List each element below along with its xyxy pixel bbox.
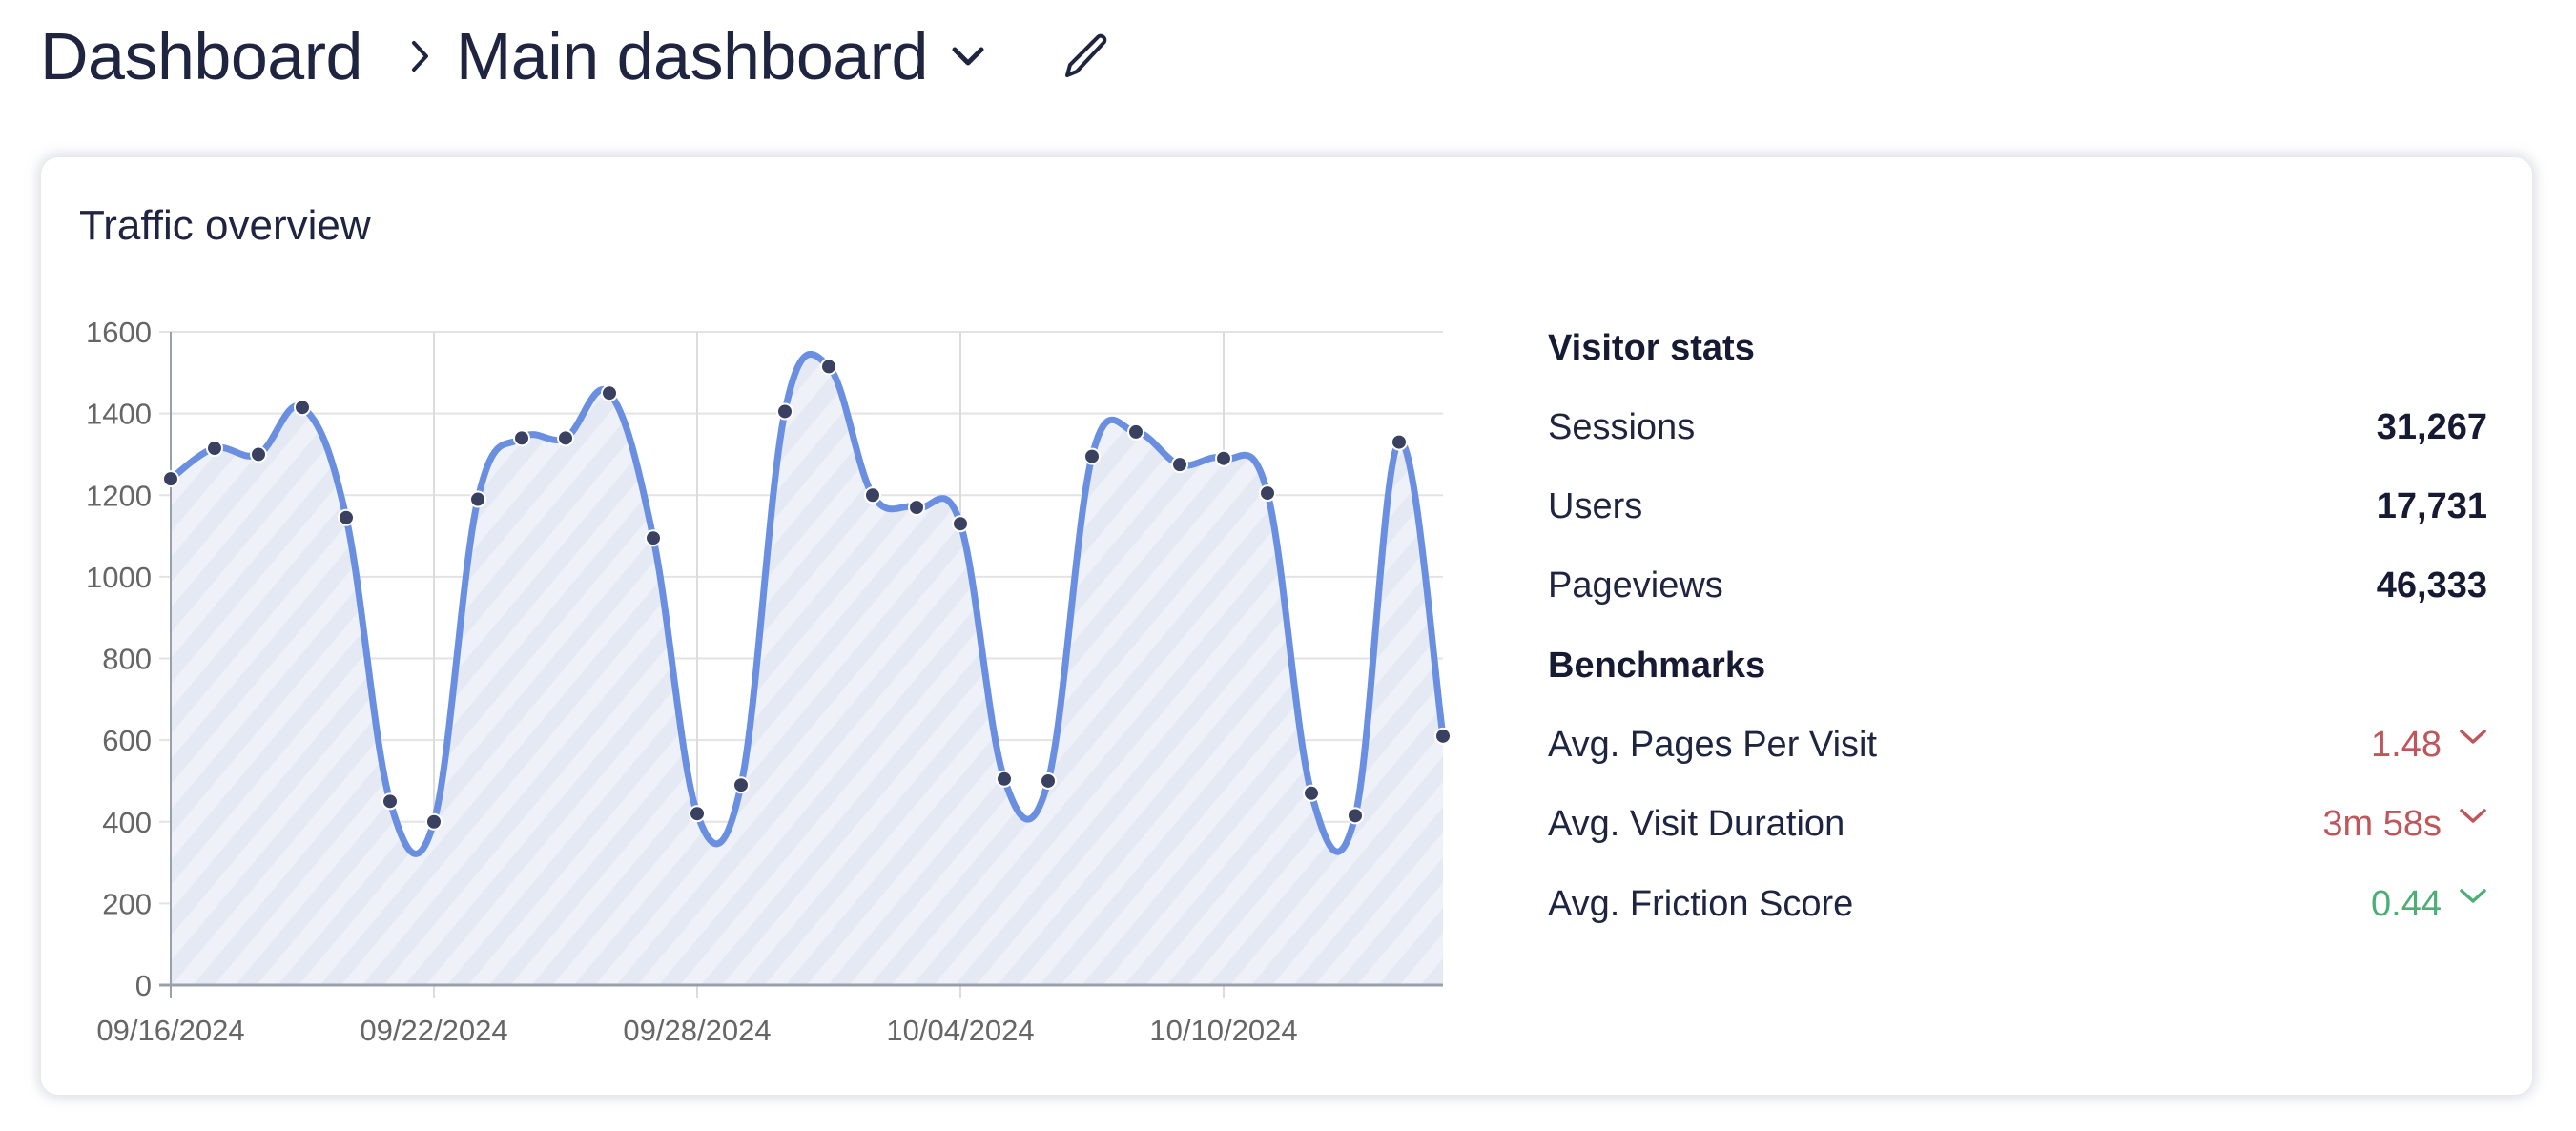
edit-dashboard-button[interactable] [1061,31,1111,81]
svg-text:200: 200 [102,887,152,920]
svg-text:1400: 1400 [86,398,152,431]
svg-text:10/04/2024: 10/04/2024 [886,1014,1034,1047]
benchmark-value-text: 0.44 [2371,883,2442,924]
benchmark-value-text: 3m 58s [2322,803,2442,844]
visitor-stats-heading-row: Visitor stats [1548,319,2487,377]
stat-row-pageviews: Pageviews 46,333 [1548,557,2487,614]
traffic-area-chart: 0 200 400 600 800 1000 1200 1400 1600 09/16/2024 0… [86,316,1452,1047]
card-title: Traffic overview [79,202,371,249]
svg-text:400: 400 [102,806,152,839]
chevron-down-icon [951,45,985,68]
benchmark-row-pages-per-visit: Avg. Pages Per Visit 1.48 [1548,716,2487,773]
benchmark-label: Avg. Friction Score [1548,883,1854,924]
svg-text:10/10/2024: 10/10/2024 [1149,1014,1297,1047]
dashboard-selector[interactable]: Main dashboard [456,18,985,94]
svg-text:0: 0 [135,969,152,1002]
stat-value: 31,267 [2376,406,2487,447]
benchmark-row-visit-duration: Avg. Visit Duration 3m 58s [1548,795,2487,853]
breadcrumb: Dashboard Main dashboard [40,13,1111,99]
stat-value: 46,333 [2376,565,2487,606]
svg-text:09/28/2024: 09/28/2024 [623,1014,771,1047]
benchmarks-heading-row: Benchmarks [1548,637,2487,694]
traffic-overview-card: Traffic overview 0 200 400 600 800 1000 1200 14… [41,157,2532,1095]
benchmark-value-text: 1.48 [2371,724,2442,765]
benchmark-label: Avg. Pages Per Visit [1548,724,1878,765]
benchmark-row-friction-score: Avg. Friction Score 0.44 [1548,875,2487,933]
stat-label: Users [1548,485,1643,526]
benchmark-value: 3m 58s [2322,804,2487,845]
chevron-down-icon [2459,728,2487,747]
visitor-stats-heading: Visitor stats [1548,327,1755,368]
benchmarks-heading: Benchmarks [1548,645,1766,686]
chevron-down-icon [2459,887,2487,906]
stat-row-users: Users 17,731 [1548,478,2487,535]
breadcrumb-dashboard-link[interactable]: Dashboard [40,19,362,93]
svg-text:09/22/2024: 09/22/2024 [360,1014,507,1047]
benchmark-label: Avg. Visit Duration [1548,803,1845,844]
svg-text:800: 800 [102,643,152,676]
pencil-icon [1064,33,1107,77]
stat-label: Sessions [1548,406,1696,447]
stat-value: 17,731 [2376,485,2487,526]
svg-text:1200: 1200 [86,479,152,512]
benchmark-value: 0.44 [2371,884,2487,925]
benchmark-value: 1.48 [2371,725,2487,766]
svg-text:09/16/2024: 09/16/2024 [96,1014,244,1047]
stat-row-sessions: Sessions 31,267 [1548,399,2487,456]
chevron-down-icon [2459,807,2487,826]
svg-text:1000: 1000 [86,561,152,594]
stat-label: Pageviews [1548,565,1723,606]
svg-text:1600: 1600 [86,316,152,349]
current-dashboard-name: Main dashboard [455,19,929,93]
svg-text:600: 600 [102,724,152,757]
chevron-right-icon [410,39,431,73]
